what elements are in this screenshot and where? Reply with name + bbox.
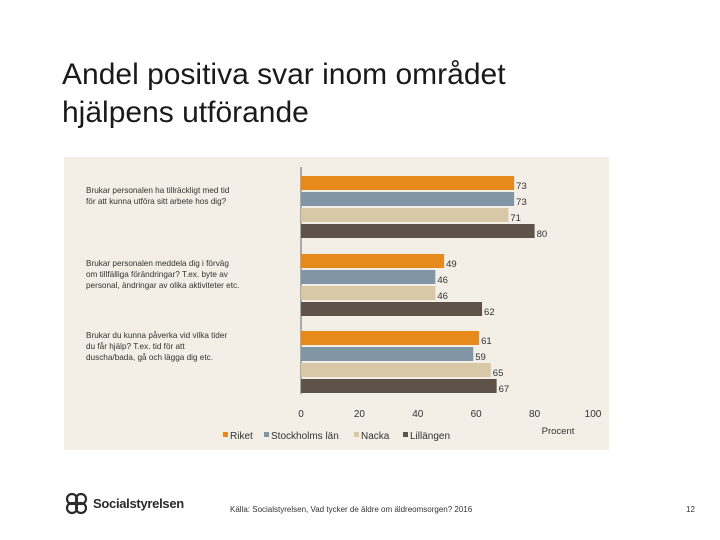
bar	[301, 224, 535, 238]
bar	[301, 302, 483, 316]
legend-label: Nacka	[361, 431, 390, 442]
legend-swatch	[223, 432, 228, 437]
category-label: Brukar personalen meddela dig i förväg	[86, 259, 229, 268]
legend-label: Stockholms län	[271, 431, 339, 442]
x-tick-label: 80	[529, 409, 541, 420]
legend-label: Riket	[230, 431, 253, 442]
x-tick-label: 40	[412, 409, 424, 420]
page-number: 12	[686, 505, 695, 514]
category-label: du får hjälp? T.ex. tid för att	[86, 341, 185, 351]
bar	[301, 254, 445, 268]
category-label: duscha/bada, gå och lägga dig etc.	[86, 352, 213, 362]
logo-emblem-icon	[65, 492, 88, 515]
data-label: 67	[499, 384, 510, 395]
category-label: personal, ändringar av olika aktiviteter…	[86, 281, 239, 290]
bar	[301, 379, 497, 393]
bar	[301, 347, 474, 361]
x-tick-label: 100	[585, 409, 602, 420]
bar	[301, 192, 515, 206]
page-title-line-1: Andel positiva svar inom området	[62, 58, 506, 91]
bar	[301, 286, 436, 300]
x-axis-label: Procent	[542, 426, 575, 437]
data-label: 73	[516, 197, 527, 208]
data-label: 46	[437, 275, 448, 286]
page-title-line-2: hjälpens utförande	[62, 96, 309, 129]
bar	[301, 331, 480, 345]
legend-label: Lillängen	[410, 431, 450, 442]
socialstyrelsen-logo: Socialstyrelsen	[64, 488, 184, 518]
data-label: 80	[537, 229, 548, 240]
category-label: Brukar du kunna påverka vid vilka tider	[86, 330, 227, 340]
category-label: Brukar personalen ha tillräckligt med ti…	[86, 186, 230, 195]
data-label: 73	[516, 181, 527, 192]
chart-panel: Brukar personalen ha tillräckligt med ti…	[64, 157, 609, 450]
legend-swatch	[264, 432, 269, 437]
data-label: 59	[475, 352, 486, 363]
x-tick-label: 0	[298, 409, 304, 420]
bar-chart: Brukar personalen ha tillräckligt med ti…	[86, 167, 602, 442]
x-tick-label: 20	[354, 409, 366, 420]
data-label: 46	[437, 291, 448, 302]
data-label: 62	[484, 307, 495, 318]
logo-text: Socialstyrelsen	[93, 495, 184, 511]
data-label: 65	[493, 368, 504, 379]
page-title: Andel positiva svar inom området hjälpen…	[62, 56, 682, 132]
legend-swatch	[354, 432, 359, 437]
bar	[301, 176, 515, 190]
bar	[301, 270, 436, 284]
category-label: för att kunna utföra sitt arbete hos dig…	[86, 197, 227, 206]
data-label: 71	[510, 213, 521, 224]
category-label: om tillfälliga förändringar? T.ex. byte …	[86, 270, 229, 279]
bar	[301, 363, 491, 377]
source-note: Källa: Socialstyrelsen, Vad tycker de äl…	[230, 505, 473, 514]
data-label: 61	[481, 336, 492, 347]
legend-swatch	[403, 432, 408, 437]
data-label: 49	[446, 259, 457, 270]
bar	[301, 208, 509, 222]
x-tick-label: 60	[471, 409, 483, 420]
